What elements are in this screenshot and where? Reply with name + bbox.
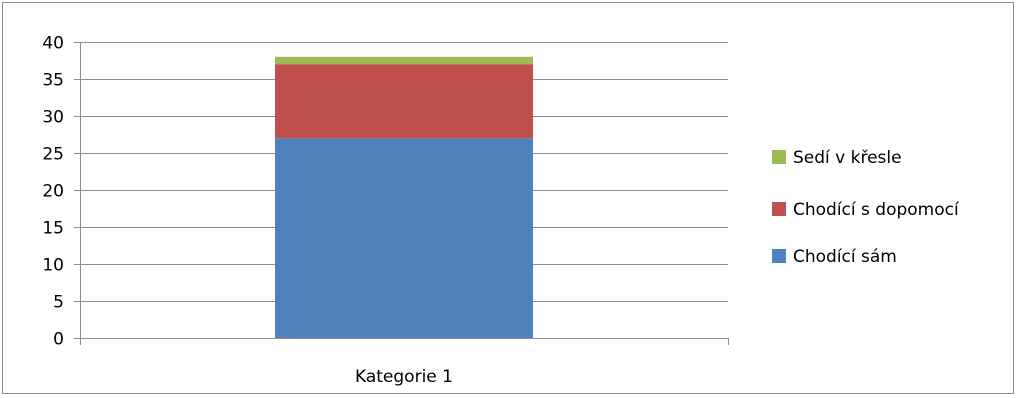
legend-label: Chodící sám xyxy=(793,247,897,267)
y-tick-label: 35 xyxy=(42,71,64,91)
bar-segment xyxy=(275,64,533,139)
legend-swatch xyxy=(772,202,786,216)
y-tick-label: 20 xyxy=(42,182,64,202)
y-tick-label: 10 xyxy=(42,256,64,276)
legend: Sedí v křesle Chodící s dopomocí Chodící s… xyxy=(772,148,960,267)
x-category-label: Kategorie 1 xyxy=(355,367,453,387)
legend-label: Sedí v křesle xyxy=(793,148,902,168)
x-axis-labels: Kategorie 1 xyxy=(355,367,453,387)
legend-item: Chodící s dopomocí xyxy=(772,200,960,220)
y-tick-label: 25 xyxy=(42,145,64,165)
legend-swatch xyxy=(772,150,786,164)
bar-stack xyxy=(275,56,533,338)
y-axis-ticks: 0 5 10 15 20 25 30 35 40 xyxy=(42,34,80,350)
y-tick-label: 5 xyxy=(53,293,64,313)
legend-swatch xyxy=(772,249,786,263)
y-tick-label: 0 xyxy=(53,330,64,350)
bar-segment xyxy=(275,56,533,65)
legend-item: Sedí v křesle xyxy=(772,148,902,168)
bar-segment xyxy=(275,138,533,338)
y-tick-label: 15 xyxy=(42,219,64,239)
legend-label: Chodící s dopomocí xyxy=(793,200,960,220)
y-tick-label: 40 xyxy=(42,34,64,54)
axes xyxy=(80,42,729,345)
y-tick-label: 30 xyxy=(42,108,64,128)
legend-item: Chodící sám xyxy=(772,247,897,267)
